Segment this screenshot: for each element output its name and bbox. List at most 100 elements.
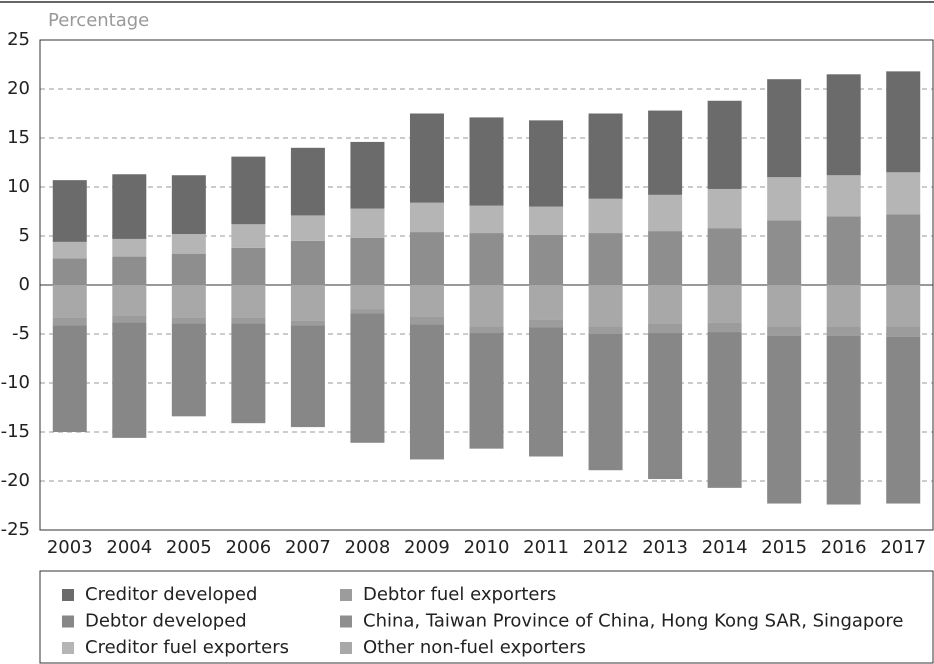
bar-segment xyxy=(469,333,504,449)
legend-label: Creditor fuel exporters xyxy=(85,637,289,658)
bar-segment xyxy=(707,285,742,323)
y-tick-label: 15 xyxy=(7,127,30,148)
bar-segment xyxy=(886,214,921,285)
bar-segment xyxy=(826,74,861,176)
legend-swatch xyxy=(340,642,352,654)
bar-segment xyxy=(171,175,206,235)
bar-segment xyxy=(886,172,921,215)
bar-segment xyxy=(171,253,206,285)
bar-segment xyxy=(707,188,742,229)
bar-segment xyxy=(826,216,861,285)
bar-segment xyxy=(52,325,87,432)
bar-segment xyxy=(409,232,444,285)
bar-segment xyxy=(409,113,444,203)
legend-swatch xyxy=(340,589,352,601)
bar-segment xyxy=(648,285,683,324)
bar-segment xyxy=(112,256,147,285)
bar-segment xyxy=(112,322,147,438)
bar-segment xyxy=(469,285,504,327)
x-tick-label: 2010 xyxy=(464,537,510,558)
bar-segment xyxy=(826,326,861,336)
bar-segment xyxy=(112,315,147,323)
bar-segment xyxy=(290,240,325,285)
x-tick-label: 2017 xyxy=(880,537,926,558)
bar-segment xyxy=(409,316,444,325)
legend-box xyxy=(39,570,934,664)
bar-segment xyxy=(112,174,147,239)
bar-segment xyxy=(588,113,623,199)
bar-segment xyxy=(290,285,325,321)
bar-segment xyxy=(231,247,266,285)
y-tick-label: 20 xyxy=(7,78,30,99)
bar-segment xyxy=(350,309,385,314)
bar-segment xyxy=(290,215,325,241)
y-tick-label: 5 xyxy=(19,225,30,246)
bar-segment xyxy=(469,233,504,285)
bar-segment xyxy=(588,334,623,471)
bar-segment xyxy=(648,231,683,285)
y-tick-label: -5 xyxy=(12,323,30,344)
x-tick-label: 2009 xyxy=(404,537,450,558)
legend-swatch xyxy=(340,615,352,628)
bar-segment xyxy=(350,237,385,285)
bar-segment xyxy=(826,335,861,505)
legend-label: China, Taiwan Province of China, Hong Ko… xyxy=(363,611,903,632)
bar-segment xyxy=(648,110,683,195)
bar-segment xyxy=(469,326,504,334)
y-tick-label: -10 xyxy=(1,372,30,393)
bar-segment xyxy=(171,234,206,254)
bar-segment xyxy=(707,228,742,285)
x-tick-label: 2014 xyxy=(702,537,748,558)
x-tick-label: 2004 xyxy=(106,537,152,558)
bar-segment xyxy=(231,285,266,318)
bar-segment xyxy=(52,241,87,259)
bar-segment xyxy=(767,220,802,285)
bar-segment xyxy=(886,285,921,327)
bar-segment xyxy=(409,202,444,233)
bar-segment xyxy=(171,285,206,318)
bar-segment xyxy=(886,336,921,504)
bar-segment xyxy=(52,285,87,318)
x-tick-label: 2007 xyxy=(285,537,331,558)
bar-segment xyxy=(826,285,861,327)
x-tick-label: 2008 xyxy=(345,537,391,558)
bar-segment xyxy=(767,335,802,504)
bar-segment xyxy=(529,327,564,457)
bar-segment xyxy=(469,117,504,206)
bar-segment xyxy=(648,194,683,232)
x-tick-label: 2003 xyxy=(47,537,93,558)
bar-segment xyxy=(350,313,385,443)
legend-label: Other non-fuel exporters xyxy=(363,637,586,658)
y-tick-label: -25 xyxy=(1,519,30,540)
bar-segment xyxy=(52,258,87,285)
bar-segment xyxy=(529,285,564,320)
x-tick-label: 2015 xyxy=(761,537,807,558)
bar-segment xyxy=(648,333,683,480)
legend-swatch xyxy=(62,589,74,601)
bar-segment xyxy=(767,285,802,327)
x-tick-label: 2016 xyxy=(821,537,867,558)
bar-segment xyxy=(231,224,266,248)
x-tick-label: 2005 xyxy=(166,537,212,558)
bar-segment xyxy=(409,324,444,460)
bar-segment xyxy=(171,317,206,324)
bar-segment xyxy=(588,285,623,327)
bar-segment xyxy=(112,285,147,316)
bar-segment xyxy=(886,326,921,337)
plot-frame xyxy=(39,39,934,531)
bar-segment xyxy=(171,323,206,417)
legend-swatch xyxy=(62,642,74,654)
bar-segment xyxy=(290,320,325,326)
x-tick-label: 2012 xyxy=(583,537,629,558)
bar-segment xyxy=(767,177,802,221)
x-tick-label: 2006 xyxy=(225,537,271,558)
bar-segment xyxy=(112,238,147,257)
bar-segment xyxy=(826,175,861,217)
bar-segment xyxy=(350,141,385,209)
bar-segment xyxy=(588,198,623,234)
y-tick-label: -15 xyxy=(1,421,30,442)
bar-segment xyxy=(707,332,742,488)
legend-label: Debtor fuel exporters xyxy=(363,584,556,605)
legend-swatch xyxy=(62,615,74,628)
